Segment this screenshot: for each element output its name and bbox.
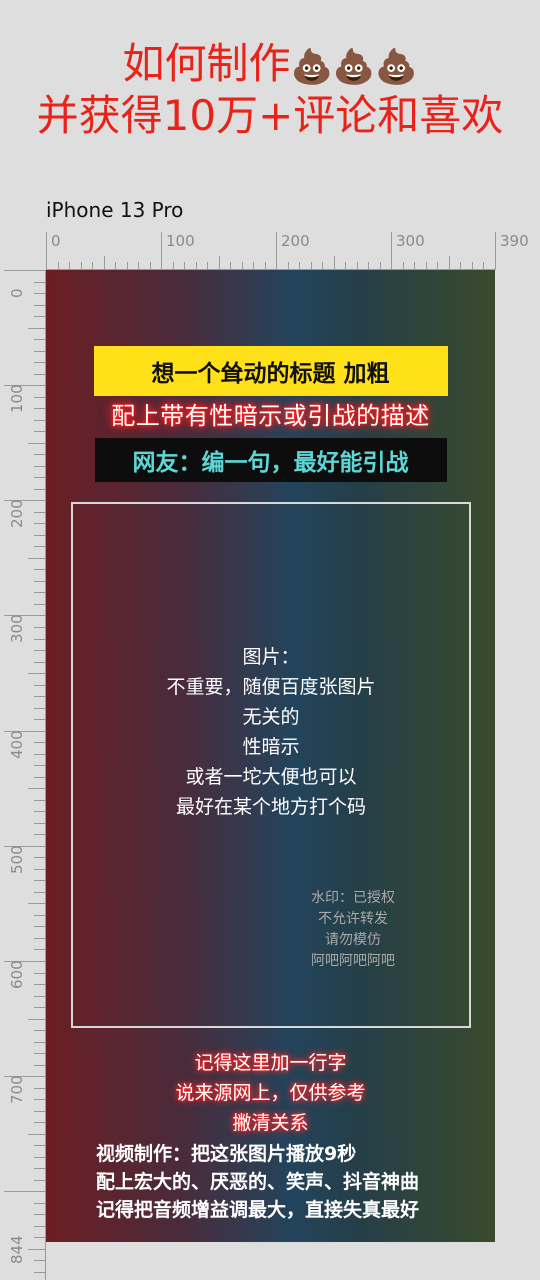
ruler-left-label: 200: [8, 499, 26, 528]
subtitle-glow-text: 配上带有性暗示或引战的描述: [111, 402, 430, 430]
image-desc-line: 不重要，随便百度张图片: [166, 676, 376, 698]
ruler-left-label: 700: [8, 1075, 26, 1104]
netizen-banner: 网友：编一句，最好能引战: [46, 438, 495, 482]
ruler-top-label: 200: [281, 232, 310, 250]
ruler-left-label: 300: [8, 614, 26, 643]
ruler-left-label: 500: [8, 845, 26, 874]
credit-line: 记得这里加一行字: [194, 1052, 347, 1074]
device-label: iPhone 13 Pro: [46, 198, 184, 222]
ruler-top-label: 390: [500, 232, 529, 250]
title-yellow-banner: 想一个耸动的标题 加粗: [46, 346, 495, 396]
ruler-top-label: 300: [396, 232, 425, 250]
phone-screen: 想一个耸动的标题 加粗 配上带有性暗示或引战的描述 网友：编一句，最好能引战 图…: [46, 270, 495, 1242]
subtitle-glow: 配上带有性暗示或引战的描述: [46, 396, 495, 431]
image-desc-line: 性暗示: [242, 736, 300, 758]
image-desc-line: 或者一坨大便也可以: [185, 766, 357, 788]
watermark: 水印：已授权 不允许转发 请勿模仿 阿吧阿吧阿吧: [273, 888, 433, 972]
image-description: 图片： 不重要，随便百度张图片 无关的 性暗示 或者一坨大便也可以 最好在某个地…: [73, 642, 469, 822]
headline-line-2: 并获得10万+评论和喜欢: [36, 91, 504, 140]
ruler-left-label: 400: [8, 730, 26, 759]
headline-text: 如何制作: [122, 39, 291, 88]
ruler-left-label: 844: [8, 1235, 26, 1264]
ruler-top-label: 0: [51, 232, 61, 250]
image-desc-line: 图片：: [242, 646, 300, 668]
credit-note: 记得这里加一行字 说来源网上，仅供参考 撇清关系: [46, 1048, 495, 1138]
video-tip-line: 配上宏大的、厌恶的、笑声、抖音神曲: [96, 1171, 420, 1193]
video-tips: 视频制作：把这张图片播放9秒 配上宏大的、厌恶的、笑声、抖音神曲 记得把音频增益…: [96, 1140, 476, 1224]
image-desc-line: 无关的: [242, 706, 300, 728]
poop-emoji-icon: 💩💩💩: [290, 47, 418, 87]
credit-line: 撇清关系: [232, 1112, 309, 1134]
netizen-text: 网友：编一句，最好能引战: [94, 438, 447, 482]
watermark-line: 不允许转发: [318, 911, 388, 927]
ruler-left-label: 0: [8, 288, 26, 298]
watermark-line: 水印：已授权: [311, 890, 395, 906]
video-tip-line: 记得把音频增益调最大，直接失真最好: [96, 1199, 420, 1221]
ruler-left: [4, 270, 46, 1280]
watermark-line: 阿吧阿吧阿吧: [311, 953, 395, 969]
ruler-top: [46, 232, 496, 270]
ruler-left-label: 600: [8, 960, 26, 989]
ruler-left-label: 100: [8, 384, 26, 413]
video-tip-line: 视频制作：把这张图片播放9秒: [96, 1143, 357, 1165]
image-placeholder-frame: 图片： 不重要，随便百度张图片 无关的 性暗示 或者一坨大便也可以 最好在某个地…: [71, 502, 471, 1028]
headline-line-1: 如何制作💩💩💩: [0, 38, 540, 93]
image-desc-line: 最好在某个地方打个码: [175, 796, 366, 818]
credit-line: 说来源网上，仅供参考: [175, 1082, 366, 1104]
ruler-top-label: 100: [166, 232, 195, 250]
watermark-line: 请勿模仿: [325, 932, 381, 948]
title-yellow-text: 想一个耸动的标题 加粗: [93, 346, 448, 396]
